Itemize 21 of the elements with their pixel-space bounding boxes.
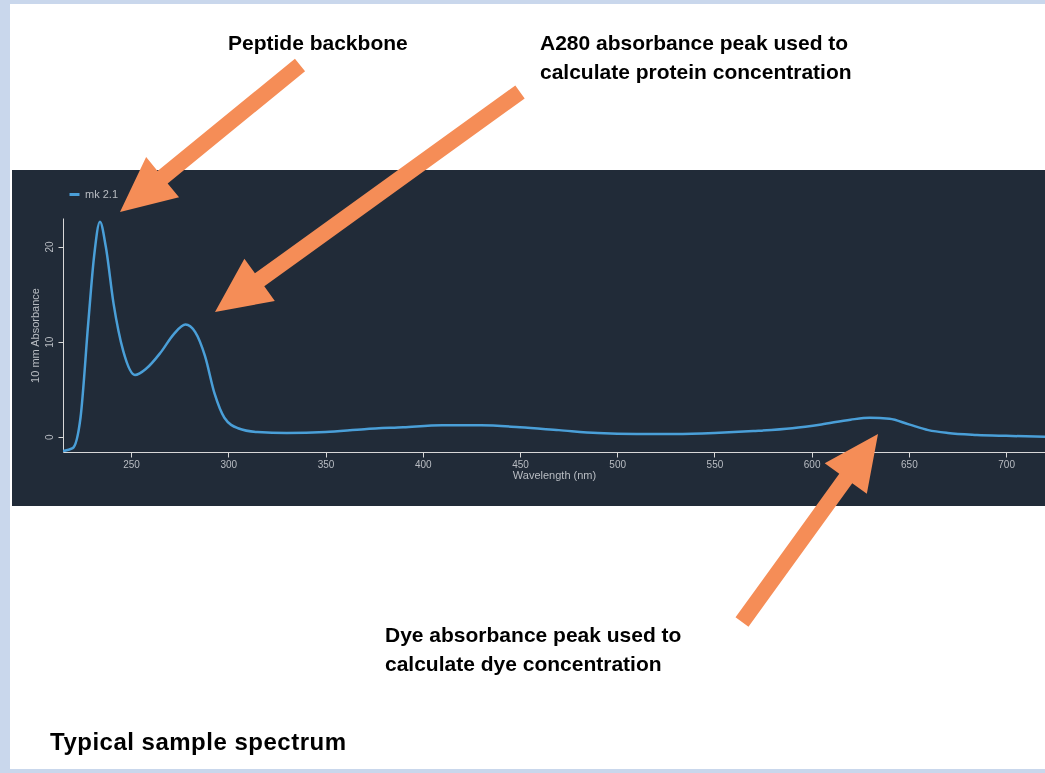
x-tick-label: 500 <box>609 458 627 470</box>
text: Dye absorbance peak used to calculate dye concentration <box>385 622 683 677</box>
text: A280 absorbance peak used to calculate protein concentration <box>540 30 853 85</box>
x-tick-label: 650 <box>901 458 919 470</box>
y-axis-title: 10 mm Absorbance <box>28 288 41 383</box>
y-tick-label: 10 <box>43 336 55 348</box>
x-tick-label: 350 <box>317 458 335 470</box>
y-tick-label: 20 <box>43 241 55 253</box>
x-axis-title: Wavelength (nm) <box>512 468 597 481</box>
line-series <box>63 220 1045 452</box>
x-tick-label: 300 <box>220 458 238 470</box>
x-tick-label: 550 <box>706 458 724 470</box>
text: Peptide backbone <box>228 30 409 56</box>
y-tick-label: 0 <box>43 434 55 441</box>
x-tick-label: 250 <box>123 458 141 470</box>
x-tick-label: 700 <box>998 458 1016 470</box>
text: Typical sample spectrum <box>50 728 347 756</box>
x-tick-label: 600 <box>803 458 821 470</box>
x-tick-label: 450 <box>512 458 530 470</box>
x-tick-label: 400 <box>414 458 433 470</box>
legend-label: mk 2.1 <box>85 187 119 200</box>
